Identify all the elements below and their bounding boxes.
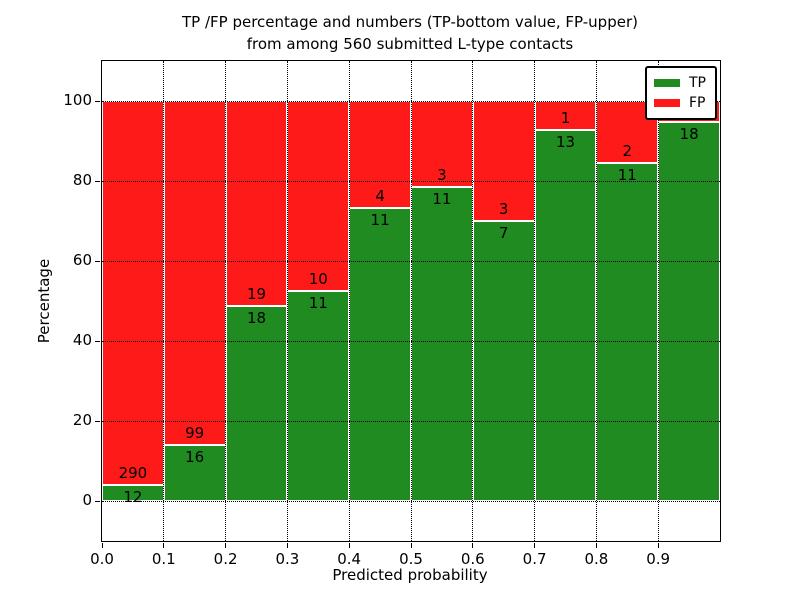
bar-segment-tp-5	[411, 186, 473, 501]
grid-line-h-0	[102, 500, 720, 502]
x-tick-label-8: 0.8	[584, 550, 609, 568]
bar-segment-tp-3	[287, 291, 350, 501]
x-tick-2	[225, 543, 227, 548]
bar-count-label-fp-2: 19	[246, 285, 267, 304]
x-tick-label-3: 0.3	[275, 550, 300, 568]
bar-count-label-tp-1: 16	[185, 448, 205, 467]
bar-count-label-fp-1: 99	[185, 424, 205, 443]
legend-swatch-tp-icon	[654, 79, 680, 87]
grid-line-h-2	[102, 340, 720, 342]
x-tick-label-1: 0.1	[151, 550, 176, 568]
legend-label-tp: TP	[689, 75, 706, 91]
bar-count-label-tp-8: 11	[617, 165, 637, 184]
grid-line-v-7	[534, 61, 536, 541]
x-tick-6	[472, 543, 474, 548]
bar-count-label-fp-6: 3	[498, 200, 509, 218]
grid-line-h-3	[102, 260, 720, 262]
plot-area: TP FP 290 12 99 16 19 18 10 11 4 11 3 11 3 7 1 13 2 11 18 0…	[63, 60, 721, 568]
x-tick-label-0: 0.0	[90, 550, 114, 568]
legend-label-fp: FP	[689, 95, 706, 111]
x-tick-3	[286, 543, 288, 548]
legend-item-tp: TP	[654, 73, 707, 93]
bar-segment-tp-7	[534, 129, 597, 501]
bar-count-label-fp-5: 3	[437, 165, 447, 184]
bar-count-label-fp-3: 10	[308, 270, 328, 289]
x-tick-label-9: 0.9	[646, 550, 671, 568]
y-tick-5	[95, 100, 100, 102]
grid-line-v-5	[410, 61, 412, 541]
x-tick-0	[101, 543, 103, 548]
bar-segment-tp-6	[472, 221, 535, 501]
x-tick-7	[534, 543, 536, 548]
bar-segment-fp-2	[225, 101, 288, 307]
grid-line-h-5	[102, 100, 720, 102]
x-axis-label: Predicted probability	[332, 566, 488, 584]
x-tick-9	[657, 543, 659, 548]
y-tick-2	[95, 340, 100, 342]
x-tick-label-6: 0.6	[460, 550, 485, 568]
y-tick-label-2: 40	[72, 331, 92, 349]
x-tick-label-7: 0.7	[522, 550, 547, 568]
grid-line-v-8	[595, 61, 597, 541]
bar-segment-tp-1	[163, 445, 226, 501]
bar-count-label-tp-9: 18	[679, 125, 699, 144]
grid-line-h-1	[102, 420, 720, 422]
bar-segment-tp-8	[596, 162, 659, 501]
bar-segment-fp-1	[163, 101, 226, 446]
bar-count-label-tp-0: 12	[123, 488, 143, 507]
bar-segment-tp-2	[225, 306, 288, 501]
y-tick-label-5: 100	[63, 91, 92, 109]
x-tick-4	[348, 543, 350, 548]
grid-line-v-2	[225, 61, 227, 541]
y-tick-4	[95, 180, 100, 182]
y-tick-3	[95, 260, 100, 262]
bar-segment-fp-5	[411, 101, 473, 187]
bar-count-label-tp-7: 13	[555, 132, 576, 151]
x-tick-label-4: 0.4	[337, 550, 362, 568]
y-tick-label-3: 60	[72, 251, 92, 269]
grid-line-v-4	[348, 61, 350, 541]
y-tick-label-1: 20	[72, 411, 92, 429]
bar-count-label-tp-6: 7	[498, 224, 509, 242]
chart-title: TP /FP percentage and numbers (TP-bottom…	[101, 11, 719, 55]
grid-line-v-6	[472, 61, 474, 541]
bar-count-label-fp-7: 1	[560, 108, 571, 127]
bar-count-label-tp-2: 18	[246, 309, 267, 328]
grid-line-v-9	[657, 61, 659, 541]
bar-count-label-tp-5: 11	[432, 189, 452, 208]
grid-line-v-3	[286, 61, 288, 541]
bar-count-label-tp-3: 11	[308, 294, 328, 313]
y-tick-label-0: 0	[82, 491, 92, 509]
chart-title-line2: from among 560 submitted L-type contacts	[246, 35, 574, 53]
legend-item-fp: FP	[654, 93, 707, 113]
bar-count-label-fp-4: 4	[375, 186, 385, 205]
bar-segment-tp-4	[349, 207, 411, 501]
x-tick-label-2: 0.2	[213, 550, 238, 568]
y-tick-1	[95, 420, 100, 422]
x-tick-1	[163, 543, 165, 548]
bar-segment-fp-4	[349, 101, 411, 208]
y-tick-label-4: 80	[72, 171, 92, 189]
grid-line-h-4	[102, 180, 720, 182]
legend-swatch-fp-icon	[654, 99, 680, 107]
bar-count-label-tp-4: 11	[370, 210, 390, 229]
bar-count-label-fp-0: 290	[118, 464, 148, 483]
bar-segment-fp-3	[287, 101, 350, 292]
x-tick-5	[410, 543, 412, 548]
bar-count-label-fp-8: 2	[622, 141, 633, 160]
chart-title-line1: TP /FP percentage and numbers (TP-bottom…	[182, 13, 638, 31]
y-axis-label: Percentage	[35, 258, 53, 344]
y-tick-0	[95, 500, 100, 502]
x-tick-label-5: 0.5	[399, 550, 423, 568]
x-tick-8	[595, 543, 597, 548]
bar-segment-fp-0	[102, 101, 164, 486]
legend: TP FP	[645, 66, 717, 120]
grid-line-v-1	[163, 61, 165, 541]
bar-segment-tp-9	[658, 122, 720, 501]
